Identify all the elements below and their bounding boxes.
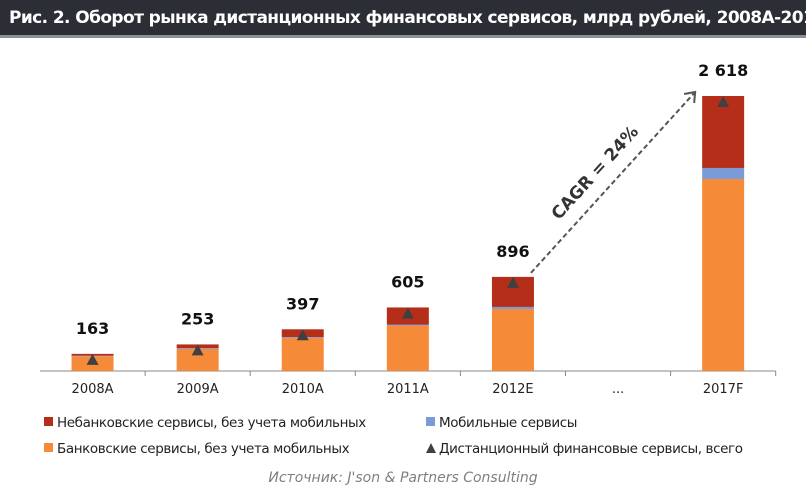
total-marker [717, 96, 730, 107]
legend-swatch [44, 417, 53, 426]
x-tick-label: 2008A [72, 382, 114, 397]
bar-segment [491, 306, 534, 310]
bar-segment [176, 348, 219, 371]
data-label: 163 [76, 319, 109, 338]
bar-segment [491, 309, 534, 371]
legend-label: Небанковские сервисы, без учета мобильны… [57, 415, 366, 431]
total-marker [506, 276, 519, 288]
chart-title-bar: Рис. 2. Оборот рынка дистанционных финан… [0, 0, 806, 38]
data-label: 397 [286, 294, 319, 313]
x-tick-label: 2010A [282, 382, 324, 397]
total-marker [401, 307, 414, 319]
x-tick-label: 2017F [703, 382, 744, 397]
total-marker [191, 344, 204, 356]
legend-label: Банковские сервисы, без учета мобильных [57, 441, 350, 457]
x-tick-label: 2011A [387, 382, 429, 397]
legend-swatch [44, 443, 53, 452]
data-label: 253 [181, 309, 214, 328]
arrow-head-icon [683, 90, 697, 104]
bar-segment [702, 96, 745, 168]
total-marker [296, 329, 309, 341]
data-label: 2 618 [698, 61, 748, 80]
data-label: 605 [391, 272, 424, 291]
bar-segment [702, 167, 745, 179]
legend-label: Мобильные сервисы [439, 415, 577, 431]
x-tick-label: 2012E [492, 382, 533, 397]
cagr-arrow [530, 91, 696, 274]
source-note: Источник: J'son & Partners Consulting [268, 470, 538, 486]
stacked-bar-chart: 2008A 2009A 2010A 2011A 2012E... 2017F 163 253 3… [40, 61, 777, 457]
bar-segment [386, 324, 429, 326]
legend-swatch [426, 417, 435, 426]
bar-segment [702, 178, 745, 371]
legend-label: Дистанционный финансовые сервисы, всего [439, 441, 743, 457]
chart-title: Рис. 2. Оборот рынка дистанционных финан… [9, 8, 806, 28]
data-label: 896 [496, 242, 529, 261]
x-tick-label: 2009A [177, 382, 219, 397]
total-marker [86, 353, 99, 365]
x-tick-label: ... [612, 382, 624, 397]
bar-segment [281, 337, 324, 371]
cagr-annotation: CAGR = 24% [548, 122, 643, 224]
bar-segment [386, 325, 429, 371]
legend-marker [426, 443, 436, 453]
